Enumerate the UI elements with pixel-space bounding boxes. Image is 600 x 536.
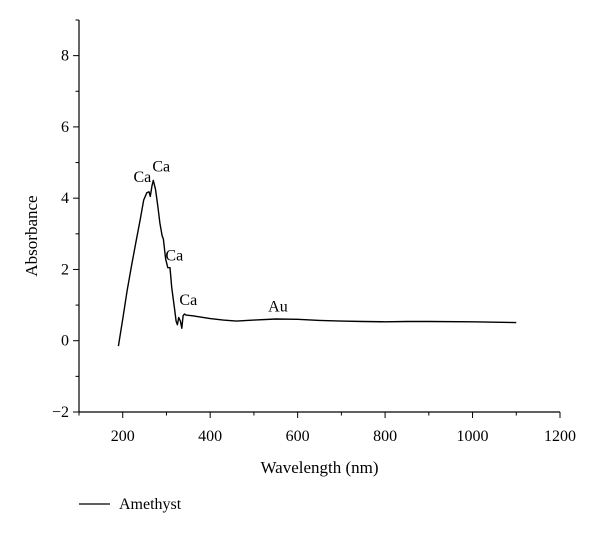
series-line-amethyst bbox=[117, 179, 517, 347]
tick-labels: 200 400 600 800 1000 1200 −2 0 2 4 6 8 bbox=[52, 48, 576, 445]
annotation-label: Ca bbox=[134, 169, 152, 186]
series-group bbox=[117, 179, 517, 347]
legend: Amethyst bbox=[79, 496, 182, 513]
y-tick-label: 8 bbox=[61, 48, 69, 65]
annotation-label: Ca bbox=[165, 248, 183, 265]
y-axis-title: Absorbance bbox=[22, 195, 41, 276]
y-tick-label: 4 bbox=[61, 190, 69, 207]
x-tick-label: 600 bbox=[286, 428, 310, 445]
x-tick-label: 800 bbox=[373, 428, 397, 445]
annotation-label: Ca bbox=[179, 292, 197, 309]
x-axis-title: Wavelength (nm) bbox=[260, 458, 378, 477]
y-tick-label: 6 bbox=[61, 119, 69, 136]
annotation-label: Ca bbox=[152, 158, 170, 175]
y-tick-label: 0 bbox=[61, 333, 69, 350]
ticks bbox=[73, 19, 561, 418]
x-tick-label: 200 bbox=[111, 428, 135, 445]
y-tick-label: 2 bbox=[61, 261, 69, 278]
annotation-label: Au bbox=[268, 299, 288, 316]
legend-label-amethyst: Amethyst bbox=[119, 496, 182, 513]
axes bbox=[78, 20, 560, 413]
x-tick-label: 400 bbox=[198, 428, 222, 445]
y-tick-label: −2 bbox=[52, 404, 69, 421]
x-tick-label: 1200 bbox=[544, 428, 576, 445]
x-tick-label: 1000 bbox=[457, 428, 489, 445]
